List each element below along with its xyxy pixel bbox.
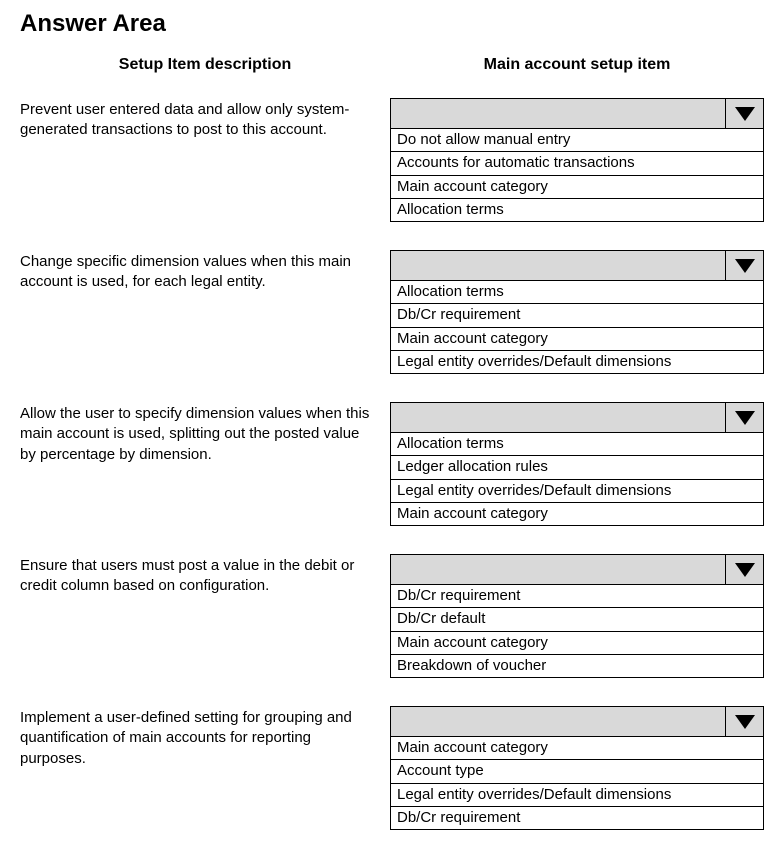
chevron-down-icon[interactable] [725,99,763,128]
dropdown-option[interactable]: Allocation terms [391,199,763,221]
dropdown-header[interactable] [391,403,763,433]
main-account-dropdown[interactable]: Db/Cr requirementDb/Cr defaultMain accou… [390,554,764,678]
dropdown-option[interactable]: Legal entity overrides/Default dimension… [391,480,763,503]
dropdown-option[interactable]: Main account category [391,737,763,760]
chevron-down-icon[interactable] [725,707,763,736]
dropdown-option[interactable]: Legal entity overrides/Default dimension… [391,784,763,807]
dropdown-option[interactable]: Allocation terms [391,433,763,456]
column-headers: Setup Item description Main account setu… [20,56,764,74]
dropdown-header[interactable] [391,99,763,129]
page-title: Answer Area [20,10,764,38]
dropdown-option[interactable]: Do not allow manual entry [391,129,763,152]
dropdown-option[interactable]: Db/Cr requirement [391,585,763,608]
question-row: Allow the user to specify dimension valu… [20,402,764,526]
question-row: Prevent user entered data and allow only… [20,98,764,222]
dropdown-option[interactable]: Breakdown of voucher [391,655,763,677]
chevron-down-icon[interactable] [725,403,763,432]
dropdown-option[interactable]: Account type [391,760,763,783]
setup-item-description: Change specific dimension values when th… [20,250,390,293]
chevron-down-icon[interactable] [725,251,763,280]
question-row: Ensure that users must post a value in t… [20,554,764,678]
setup-item-description: Allow the user to specify dimension valu… [20,402,390,465]
dropdown-header[interactable] [391,555,763,585]
header-setup-description: Setup Item description [20,56,390,74]
dropdown-header[interactable] [391,707,763,737]
dropdown-option[interactable]: Main account category [391,632,763,655]
dropdown-option[interactable]: Main account category [391,328,763,351]
header-main-account-item: Main account setup item [390,56,764,74]
dropdown-option[interactable]: Db/Cr requirement [391,304,763,327]
dropdown-option[interactable]: Db/Cr default [391,608,763,631]
dropdown-option[interactable]: Allocation terms [391,281,763,304]
dropdown-option[interactable]: Db/Cr requirement [391,807,763,829]
main-account-dropdown[interactable]: Do not allow manual entryAccounts for au… [390,98,764,222]
setup-item-description: Implement a user-defined setting for gro… [20,706,390,769]
main-account-dropdown[interactable]: Main account categoryAccount typeLegal e… [390,706,764,830]
dropdown-option[interactable]: Ledger allocation rules [391,456,763,479]
question-row: Implement a user-defined setting for gro… [20,706,764,830]
dropdown-option[interactable]: Accounts for automatic transactions [391,152,763,175]
question-row: Change specific dimension values when th… [20,250,764,374]
chevron-down-icon[interactable] [725,555,763,584]
main-account-dropdown[interactable]: Allocation termsDb/Cr requirementMain ac… [390,250,764,374]
dropdown-header[interactable] [391,251,763,281]
main-account-dropdown[interactable]: Allocation termsLedger allocation rulesL… [390,402,764,526]
dropdown-option[interactable]: Main account category [391,503,763,525]
dropdown-option[interactable]: Main account category [391,176,763,199]
setup-item-description: Ensure that users must post a value in t… [20,554,390,597]
setup-item-description: Prevent user entered data and allow only… [20,98,390,141]
dropdown-option[interactable]: Legal entity overrides/Default dimension… [391,351,763,373]
